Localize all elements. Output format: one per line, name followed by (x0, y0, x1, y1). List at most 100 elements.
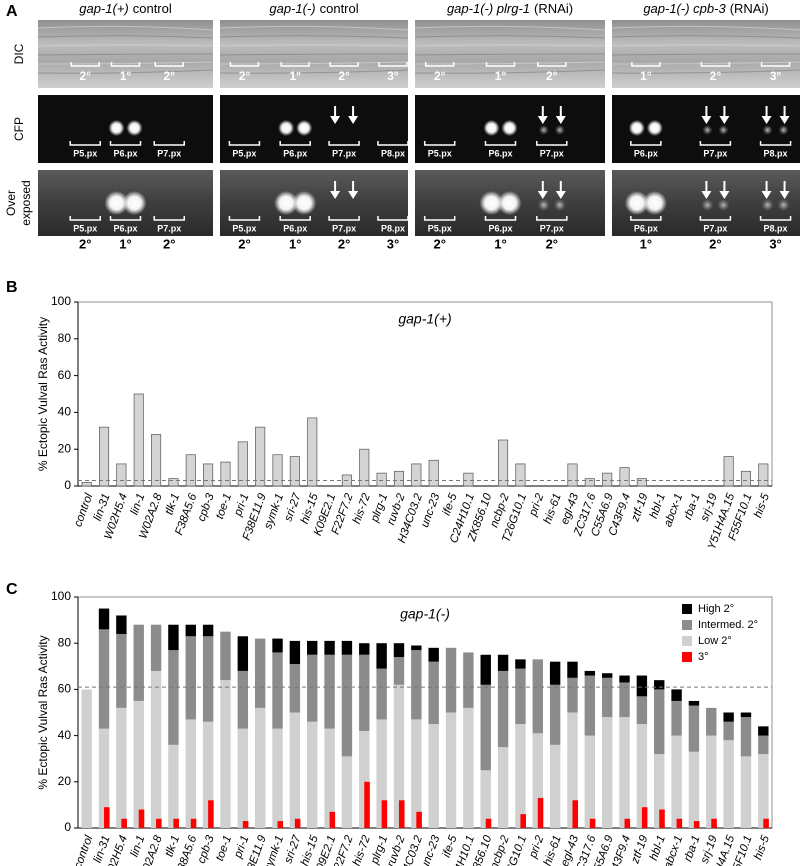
arrow-head (761, 191, 772, 199)
fate-label: 2° (710, 69, 722, 83)
bar-segment (307, 721, 318, 828)
bracket (154, 62, 184, 67)
y-tick-label: 0 (64, 478, 71, 492)
bracket (377, 141, 409, 146)
bar (498, 439, 509, 487)
bar-segment (202, 721, 214, 828)
column-title: gap-1(-) plrg-1 (RNAi) (447, 1, 573, 16)
fate-label: 2° (164, 69, 176, 83)
bar-segment (515, 659, 526, 669)
arrow-head (330, 116, 341, 124)
bar (307, 417, 318, 487)
arrow-head (555, 116, 566, 124)
bar (220, 461, 231, 487)
nucleus-dim (554, 125, 565, 135)
nucleus (278, 120, 295, 136)
bracket (423, 141, 456, 146)
fate-label: 1° (289, 69, 301, 83)
bracket (484, 216, 517, 221)
bar (376, 472, 387, 487)
condition: (RNAi) (534, 1, 573, 16)
dic-texture (219, 35, 409, 39)
cell-label: P6.px (283, 148, 307, 158)
fate-label: 3° (770, 69, 782, 83)
bar-segment (428, 724, 439, 828)
column-title: gap-1(-) control (269, 1, 358, 16)
cell-label: P7.px (703, 148, 727, 158)
fate-label: 2° (338, 236, 350, 251)
cell-label: P5.px (232, 148, 256, 158)
bracket (759, 141, 792, 146)
bar (116, 463, 127, 487)
y-axis-label: % Ectopic Vulval Ras Activity (36, 317, 50, 471)
bar-segment (185, 624, 196, 637)
bracket (228, 216, 261, 221)
dic-texture (611, 35, 800, 39)
fate-label: 2° (79, 236, 91, 251)
bar-segment (376, 643, 387, 669)
cell-label: P8.px (764, 148, 788, 158)
bar-segment (168, 744, 179, 828)
bar-segment (150, 624, 162, 671)
bar-segment (758, 726, 769, 736)
nucleus-dim (538, 125, 549, 135)
cell-label: P7.px (540, 223, 564, 233)
bar (185, 454, 196, 487)
bar-segment (654, 689, 665, 755)
cell-label: P7.px (157, 223, 181, 233)
cell-label: P7.px (703, 223, 727, 233)
bar-segment (341, 654, 353, 757)
fate-label: 3° (769, 236, 781, 251)
fate-label: 2° (163, 236, 175, 251)
overlay-bar (208, 800, 214, 828)
bar-segment (254, 638, 266, 708)
dic-texture (414, 25, 606, 31)
bar (203, 463, 214, 487)
bar-segment (376, 668, 387, 720)
bar-segment (480, 654, 491, 685)
dic-texture (37, 53, 214, 56)
bar (393, 470, 405, 487)
bar-segment (601, 673, 613, 678)
bracket (760, 62, 791, 67)
bar-segment (480, 684, 491, 771)
dic-texture (414, 53, 606, 56)
fate-label: 2° (434, 69, 446, 83)
overlay-bar (520, 814, 526, 828)
bar (237, 441, 248, 487)
cell-label: P6.px (488, 223, 512, 233)
genotype: gap-1(-) (269, 1, 315, 16)
overlay-bar (104, 807, 110, 828)
bar-segment (168, 624, 179, 651)
bar-segment (393, 643, 405, 658)
arrow-head (537, 116, 548, 124)
arrow-head (555, 191, 566, 199)
dic-texture (219, 61, 409, 65)
chart-title: gap-1(+) (398, 311, 451, 327)
y-tick-label: 40 (58, 728, 72, 742)
nucleus (104, 191, 129, 215)
bracket (630, 216, 662, 221)
bar-segment (341, 756, 353, 828)
bar-segment (497, 654, 509, 671)
arrow-head (348, 116, 359, 124)
nucleus-dim (762, 125, 773, 135)
x-tick-label: toe-1 (214, 492, 234, 521)
bar (151, 434, 162, 487)
dic-texture (611, 69, 800, 74)
legend-label: Low 2° (698, 635, 732, 647)
bar-segment (549, 661, 561, 685)
bracket (699, 216, 732, 221)
dic-texture (611, 53, 800, 56)
bracket (69, 216, 101, 221)
legend-label: 3° (698, 651, 709, 663)
bar-segment (254, 707, 266, 828)
bracket (69, 141, 101, 146)
x-tick-label: toe-1 (214, 834, 234, 863)
bar-segment (740, 712, 752, 718)
overlay-bar (294, 818, 301, 828)
dic-texture (37, 69, 214, 74)
bracket (537, 62, 567, 67)
bar-segment (359, 730, 370, 828)
bar-segment (237, 670, 249, 729)
